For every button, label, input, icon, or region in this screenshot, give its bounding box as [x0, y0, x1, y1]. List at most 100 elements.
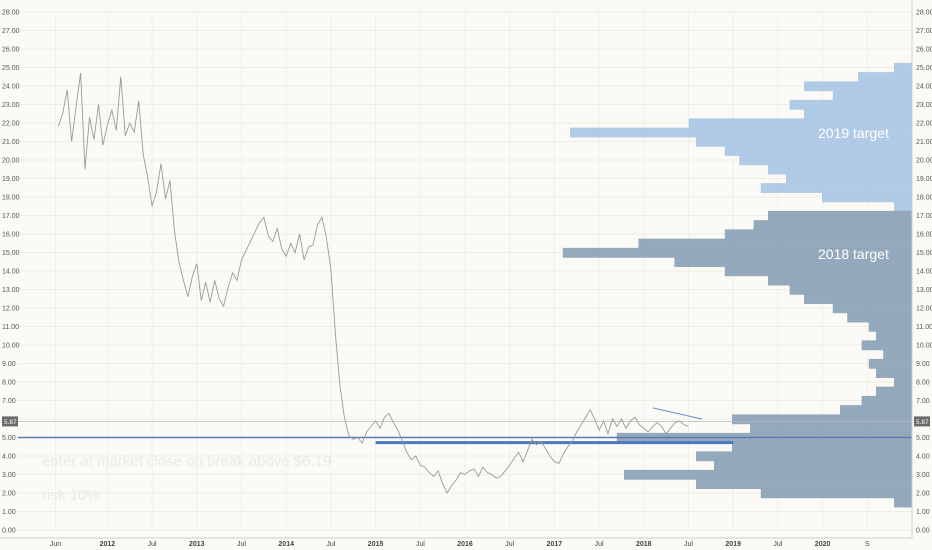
x-tick-label: 2014 [278, 541, 294, 548]
y-tick-label-right: 23.00 [916, 102, 932, 109]
y-tick-label-left: 12.00 [2, 306, 20, 313]
y-tick-label-right: 24.00 [916, 84, 932, 91]
current-price-badge-left [2, 416, 18, 427]
target-2019-label: 2019 target [818, 125, 889, 141]
y-tick-label-left: 8.00 [2, 380, 16, 387]
y-tick-label-right: 12.00 [916, 306, 932, 313]
volume-bar-lower [714, 460, 912, 471]
y-tick-label-left: 10.00 [2, 343, 20, 350]
volume-bar-upper [832, 90, 912, 101]
y-tick-label-left: 5.00 [2, 435, 16, 442]
y-tick-label-right: 9.00 [916, 361, 930, 368]
volume-bar-lower [696, 451, 912, 462]
y-tick-label-right: 26.00 [916, 47, 932, 54]
y-tick-label-left: 17.00 [2, 213, 20, 220]
volume-bar-lower [876, 386, 912, 397]
current-price-label-left: 5.87 [4, 419, 17, 426]
volume-bar-lower [861, 395, 912, 406]
y-tick-label-right: 21.00 [916, 139, 932, 146]
volume-bar-lower [768, 275, 912, 286]
y-tick-label-left: 0.00 [2, 528, 16, 535]
x-tick-label: S [865, 541, 870, 548]
volume-bar-lower [638, 238, 912, 249]
y-tick-label-right: 16.00 [916, 232, 932, 239]
volume-bar-upper [688, 118, 912, 129]
volume-bar-lower [750, 423, 912, 434]
y-tick-label-right: 1.00 [916, 509, 930, 516]
y-tick-label-left: 22.00 [2, 121, 20, 128]
y-tick-label-left: 7.00 [2, 398, 16, 405]
y-tick-label-right: 3.00 [916, 472, 930, 479]
volume-bar-lower [804, 294, 912, 304]
volume-bar-upper [724, 146, 912, 156]
x-tick-label: Jul [595, 541, 604, 548]
y-tick-label-left: 25.00 [2, 65, 20, 72]
x-tick-label: 2012 [100, 541, 116, 548]
x-tick-label: 2020 [815, 541, 831, 548]
y-tick-label-right: 17.00 [916, 213, 932, 220]
trend-line [652, 407, 703, 420]
current-price-label-right: 5.87 [916, 419, 929, 426]
volume-bar-upper [760, 183, 912, 193]
volume-bar-lower [894, 377, 912, 388]
volume-bar-lower [696, 479, 912, 489]
volume-bar-lower [789, 284, 912, 295]
volume-bar-lower [760, 488, 912, 499]
y-tick-label-right: 15.00 [916, 250, 932, 257]
y-tick-label-right: 27.00 [916, 28, 932, 35]
entry-annotation: enter at market close on break above $6.… [42, 453, 331, 470]
volume-bar-upper [894, 62, 912, 73]
x-tick-label: 2015 [368, 541, 384, 548]
x-tick-label: Jul [148, 541, 157, 548]
volume-bar-lower [724, 266, 912, 277]
volume-bar-upper [858, 72, 912, 82]
volume-bar-upper [570, 127, 912, 138]
volume-bar-lower [840, 405, 912, 415]
y-tick-label-right: 13.00 [916, 287, 932, 294]
volume-bar-lower [832, 303, 912, 314]
y-tick-label-right: 8.00 [916, 380, 930, 387]
y-tick-label-left: 19.00 [2, 176, 20, 183]
y-tick-label-left: 11.00 [2, 324, 19, 331]
volume-bar-lower [868, 321, 912, 332]
price-line [57, 73, 689, 494]
volume-bar-upper [894, 201, 912, 212]
volume-bar-upper [739, 155, 912, 166]
volume-bar-lower [732, 414, 912, 425]
y-tick-label-right: 20.00 [916, 158, 932, 165]
y-tick-label-left: 13.00 [2, 287, 20, 294]
y-tick-label-left: 27.00 [2, 28, 20, 35]
y-tick-label-left: 18.00 [2, 195, 20, 202]
x-tick-label: 2016 [457, 541, 473, 548]
x-tick-label: 2013 [189, 541, 205, 548]
y-tick-label-left: 20.00 [2, 158, 20, 165]
volume-bar-lower [876, 368, 912, 378]
y-tick-label-right: 10.00 [916, 343, 932, 350]
volume-bar-lower [847, 312, 912, 323]
volume-bar-upper [786, 173, 912, 184]
x-tick-label: Jul [416, 541, 425, 548]
x-tick-label: 2017 [547, 541, 563, 548]
grid [18, 11, 912, 531]
x-tick-label: Jun [50, 541, 61, 548]
volume-profile [562, 62, 912, 508]
y-tick-label-left: 1.00 [2, 509, 16, 516]
volume-bar-lower [753, 220, 912, 230]
support-lines [18, 407, 912, 445]
volume-bar-lower [562, 247, 912, 258]
volume-bar-lower [883, 349, 912, 360]
y-tick-label-left: 3.00 [2, 472, 16, 479]
x-tick-label: Jul [684, 541, 693, 548]
y-tick-label-right: 2.00 [916, 491, 930, 498]
volume-bar-lower [624, 469, 912, 480]
x-tick-label: 2019 [725, 541, 741, 548]
y-tick-label-left: 16.00 [2, 232, 20, 239]
volume-bar-lower [894, 497, 912, 508]
y-tick-label-left: 4.00 [2, 454, 16, 461]
volume-bar-upper [822, 192, 912, 203]
y-tick-label-right: 4.00 [916, 454, 930, 461]
volume-bar-lower [724, 229, 912, 240]
